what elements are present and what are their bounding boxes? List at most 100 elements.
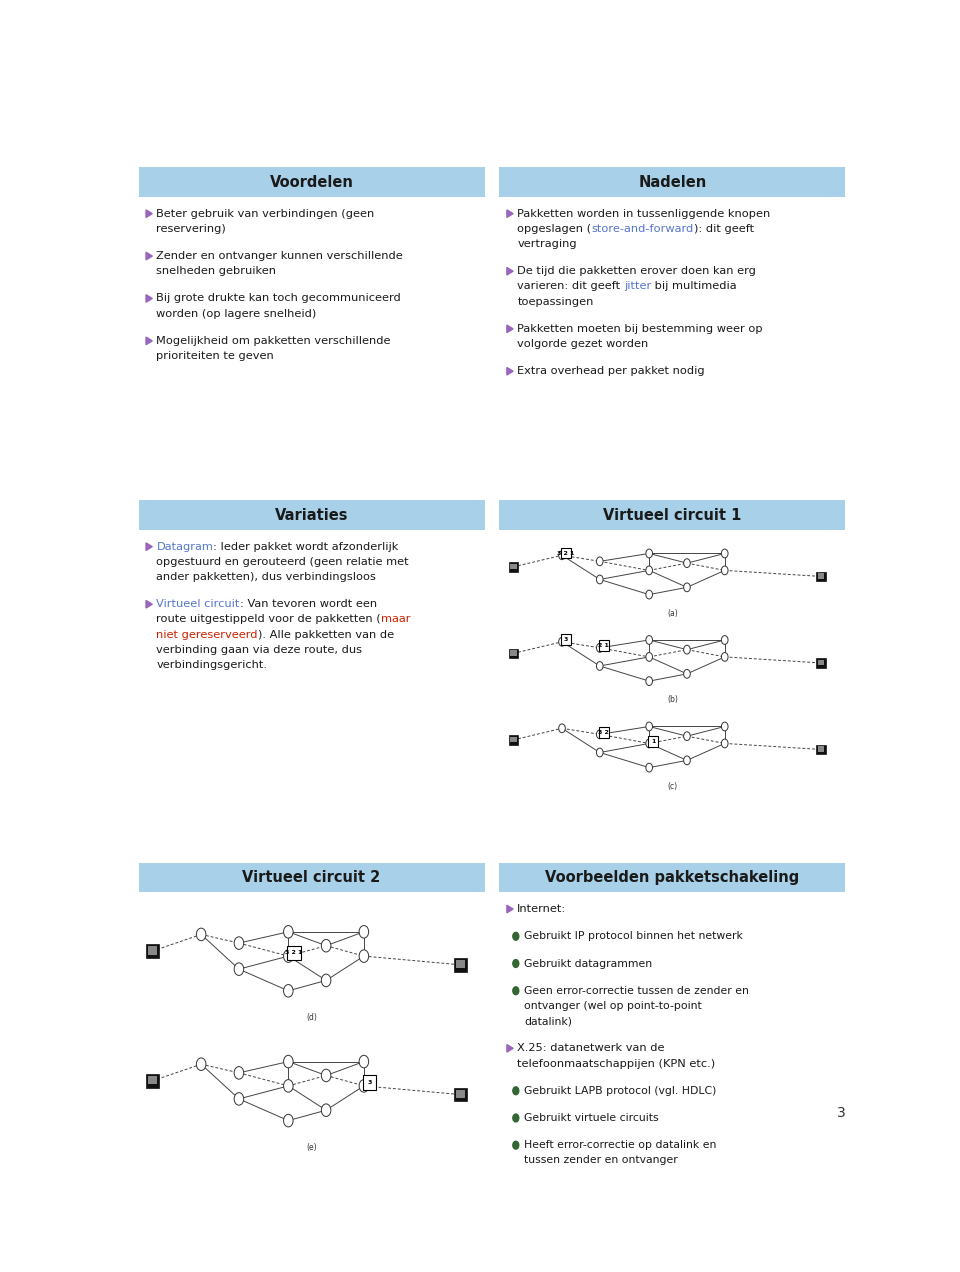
Bar <box>818 574 825 579</box>
FancyBboxPatch shape <box>138 862 485 892</box>
Circle shape <box>646 739 653 748</box>
Circle shape <box>596 557 603 566</box>
Circle shape <box>646 677 653 686</box>
Text: 1: 1 <box>651 739 656 744</box>
Text: Gebruikt datagrammen: Gebruikt datagrammen <box>524 959 652 968</box>
Text: 3: 3 <box>837 1107 846 1121</box>
FancyBboxPatch shape <box>363 1076 376 1090</box>
Circle shape <box>234 1093 244 1105</box>
Text: snelheden gebruiken: snelheden gebruiken <box>156 266 276 276</box>
Text: (b): (b) <box>667 695 678 705</box>
FancyBboxPatch shape <box>138 168 485 197</box>
Text: 3: 3 <box>564 637 568 642</box>
Circle shape <box>322 940 331 951</box>
Text: Voordelen: Voordelen <box>270 174 353 190</box>
Text: Pakketten moeten bij bestemming weer op: Pakketten moeten bij bestemming weer op <box>517 324 763 333</box>
Circle shape <box>513 1114 518 1122</box>
Circle shape <box>596 575 603 584</box>
Circle shape <box>359 1056 369 1068</box>
Text: bij multimedia: bij multimedia <box>651 281 737 291</box>
Text: ). Alle pakketten van de: ). Alle pakketten van de <box>258 630 395 640</box>
Polygon shape <box>507 368 514 375</box>
Circle shape <box>283 1056 293 1068</box>
Bar <box>456 1090 465 1098</box>
Text: 2 1: 2 1 <box>598 644 610 649</box>
Circle shape <box>322 1070 331 1081</box>
Polygon shape <box>146 543 153 551</box>
FancyBboxPatch shape <box>499 500 846 529</box>
Circle shape <box>721 550 728 558</box>
Text: varieren: dit geeft: varieren: dit geeft <box>517 281 624 291</box>
Circle shape <box>646 722 653 731</box>
Circle shape <box>684 756 690 764</box>
Circle shape <box>197 1058 206 1071</box>
Text: worden (op lagere snelheid): worden (op lagere snelheid) <box>156 309 317 319</box>
Circle shape <box>513 1086 518 1095</box>
Text: Beter gebruik van verbindingen (geen: Beter gebruik van verbindingen (geen <box>156 209 374 219</box>
Text: : Ieder pakket wordt afzonderlijk: : Ieder pakket wordt afzonderlijk <box>213 542 398 552</box>
Circle shape <box>646 653 653 661</box>
FancyBboxPatch shape <box>287 945 300 960</box>
Text: Pakketten worden in tussenliggende knopen: Pakketten worden in tussenliggende knope… <box>517 209 771 219</box>
Text: Voorbeelden pakketschakeling: Voorbeelden pakketschakeling <box>545 870 800 885</box>
Bar <box>510 736 516 743</box>
Circle shape <box>197 929 206 941</box>
Text: 3 2 1: 3 2 1 <box>558 551 575 556</box>
Text: Zender en ontvanger kunnen verschillende: Zender en ontvanger kunnen verschillende <box>156 251 403 261</box>
Bar <box>148 946 157 954</box>
Text: Gebruikt LAPB protocol (vgl. HDLC): Gebruikt LAPB protocol (vgl. HDLC) <box>524 1086 716 1095</box>
Text: verbinding gaan via deze route, dus: verbinding gaan via deze route, dus <box>156 645 363 655</box>
Polygon shape <box>146 295 153 303</box>
Circle shape <box>234 963 244 976</box>
Bar <box>509 649 518 658</box>
Polygon shape <box>146 337 153 345</box>
Text: reservering): reservering) <box>156 224 227 234</box>
Text: Gebruikt IP protocol binnen het netwerk: Gebruikt IP protocol binnen het netwerk <box>524 931 743 941</box>
Text: X.25: datanetwerk van de: X.25: datanetwerk van de <box>517 1043 664 1053</box>
Text: jitter: jitter <box>624 281 651 291</box>
Text: Datagram: Datagram <box>156 542 213 552</box>
Circle shape <box>684 558 690 567</box>
FancyBboxPatch shape <box>561 548 571 558</box>
Circle shape <box>513 987 518 995</box>
Circle shape <box>684 731 690 740</box>
Text: opgestuurd en gerouteerd (geen relatie met: opgestuurd en gerouteerd (geen relatie m… <box>156 557 409 567</box>
FancyBboxPatch shape <box>499 862 846 892</box>
Text: (d): (d) <box>306 1013 317 1021</box>
Bar <box>453 958 468 972</box>
Bar <box>148 1076 157 1084</box>
Text: Geen error-correctie tussen de zender en: Geen error-correctie tussen de zender en <box>524 986 749 996</box>
Text: datalink): datalink) <box>524 1016 572 1027</box>
Circle shape <box>559 637 565 646</box>
Circle shape <box>721 653 728 661</box>
Text: Virtueel circuit 1: Virtueel circuit 1 <box>603 508 742 523</box>
Text: 3: 3 <box>368 1080 372 1085</box>
FancyBboxPatch shape <box>599 726 609 738</box>
Circle shape <box>646 636 653 645</box>
Bar <box>146 944 159 958</box>
Text: 3 2 1: 3 2 1 <box>285 950 302 955</box>
FancyBboxPatch shape <box>648 736 659 747</box>
Circle shape <box>646 566 653 575</box>
Polygon shape <box>146 210 153 218</box>
Text: maar: maar <box>381 614 411 625</box>
Circle shape <box>721 722 728 731</box>
Polygon shape <box>146 600 153 608</box>
Polygon shape <box>507 1044 514 1052</box>
Bar <box>146 1074 159 1088</box>
Polygon shape <box>507 906 514 913</box>
Circle shape <box>596 730 603 739</box>
Circle shape <box>322 1104 331 1117</box>
Text: Virtueel circuit: Virtueel circuit <box>156 599 240 609</box>
Text: ontvanger (wel op point-to-point: ontvanger (wel op point-to-point <box>524 1001 702 1011</box>
Circle shape <box>513 1141 518 1149</box>
Circle shape <box>559 724 565 733</box>
Bar <box>510 650 516 656</box>
Circle shape <box>646 590 653 599</box>
FancyBboxPatch shape <box>499 168 846 197</box>
Text: ander pakketten), dus verbindingsloos: ander pakketten), dus verbindingsloos <box>156 572 376 583</box>
Circle shape <box>359 1080 369 1093</box>
Circle shape <box>721 739 728 748</box>
Text: Extra overhead per pakket nodig: Extra overhead per pakket nodig <box>517 366 705 377</box>
Bar <box>818 747 825 752</box>
